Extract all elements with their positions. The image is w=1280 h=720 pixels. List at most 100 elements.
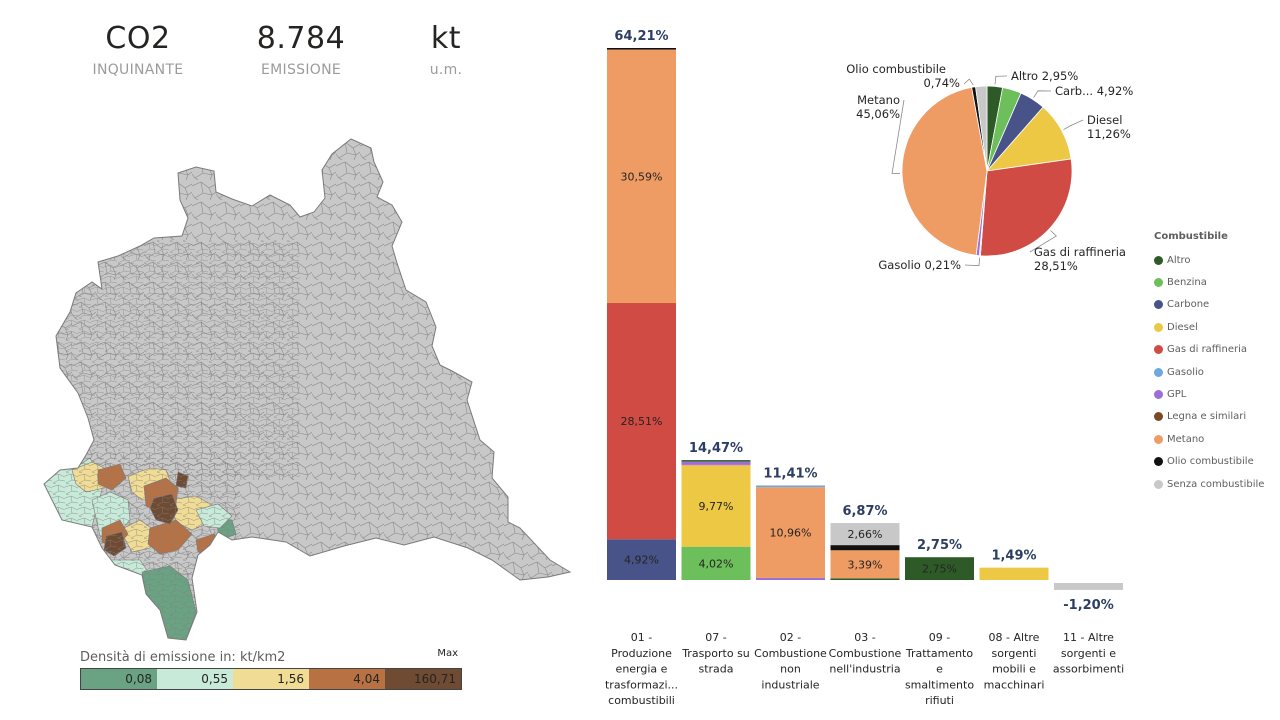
bar-segment-label: 28,51% <box>621 415 663 428</box>
fuel-legend-item[interactable]: Benzina <box>1154 271 1280 293</box>
bar-segment-label: 9,77% <box>699 500 734 513</box>
bar-segment[interactable] <box>756 487 825 578</box>
pie-label-line: Diesel <box>1087 113 1122 127</box>
bar-group-0[interactable]: 4,92% 28,51% 30,59% 64,21% <box>607 29 676 580</box>
category-label-line: 11 - Altre <box>1063 631 1114 644</box>
category-label-line: sorgenti <box>992 647 1037 660</box>
fuel-legend-label: Gasolio <box>1167 366 1204 378</box>
pie-label: Diesel 11,26% <box>1087 113 1131 141</box>
fuel-legend-label: GPL <box>1167 389 1187 401</box>
bar-segment[interactable] <box>607 49 676 304</box>
legend-dot-icon <box>1154 300 1163 310</box>
bar-segment[interactable] <box>681 460 751 462</box>
bar-total-label: 1,49% <box>991 549 1036 564</box>
pie-slice[interactable] <box>975 85 988 172</box>
fuel-legend-item[interactable]: Diesel <box>1154 316 1280 338</box>
density-bin-2: 1,56 <box>233 669 309 689</box>
pie-leader-line <box>891 99 905 174</box>
bar-group-4[interactable]: 2,75% 2,75% <box>905 538 974 580</box>
fuel-legend-item[interactable]: Gasolio <box>1154 361 1280 383</box>
pie-label: Metano 45,06% <box>856 93 900 121</box>
category-label-line: 08 - Altre <box>989 631 1040 644</box>
category-label-line: combustibili <box>608 694 675 707</box>
bar-segment[interactable] <box>830 578 900 580</box>
fuel-legend-item[interactable]: Senza combustibile <box>1154 473 1280 495</box>
fuel-legend-title: Combustibile <box>1154 231 1228 242</box>
bar-segment[interactable] <box>607 303 676 540</box>
kpi-pollutant: CO2 INQUINANTE <box>48 20 228 78</box>
category-label: 09 - Trattamento e smaltimento rifiuti <box>905 631 974 707</box>
kpi-emission: 8.784 EMISSIONE <box>211 20 391 78</box>
bar-segment[interactable] <box>681 461 751 465</box>
bar-segment[interactable] <box>1054 583 1123 590</box>
bar-segment[interactable] <box>681 546 751 580</box>
bar-segment[interactable] <box>607 539 676 580</box>
fuel-legend-item[interactable]: Legna e similari <box>1154 406 1280 428</box>
category-label-line: Trattamento <box>905 647 974 660</box>
category-label-line: rifiuti <box>925 694 954 707</box>
pie-leader-line <box>964 257 981 267</box>
category-label: 02 - Combustione non industriale <box>754 631 827 691</box>
bar-segment[interactable] <box>830 523 900 546</box>
bar-segment-label: 10,96% <box>770 527 812 540</box>
category-label: 01 - Produzione energia e trasformazi... com… <box>605 631 678 707</box>
pie-label-line: 28,51% <box>1034 259 1078 273</box>
fuel-pie-chart[interactable]: Altro 2,95%Carb... 4,92% Diesel 11,26% Gas … <box>845 50 1135 290</box>
bar-segment[interactable] <box>756 485 825 488</box>
fuel-legend-item[interactable]: Gas di raffineria <box>1154 339 1280 361</box>
pie-leader-line <box>963 78 974 86</box>
map-region-outline <box>43 138 572 641</box>
bar-total-label: 11,41% <box>763 466 817 481</box>
pie-leader-line <box>1063 119 1084 130</box>
legend-dot-icon <box>1154 345 1163 355</box>
density-scale-bar: 0,08 0,55 1,56 4,04 160,71 <box>80 668 462 690</box>
bar-group-1[interactable]: 4,02% 9,77% 14,47% <box>681 441 751 580</box>
bar-group-6[interactable]: -1,20% <box>1054 583 1123 613</box>
fuel-legend-item[interactable]: Metano <box>1154 428 1280 450</box>
sector-bar-chart[interactable]: 4,92%28,51%30,59%64,21%01 -Produzione ene… <box>590 20 1135 720</box>
pie-slice[interactable] <box>901 86 988 256</box>
fuel-legend-item[interactable]: Olio combustibile <box>1154 451 1280 473</box>
pie-label-line: 0,74% <box>923 76 960 90</box>
bar-segment-label: 30,59% <box>621 170 663 183</box>
pie-label: Gasolio 0,21% <box>878 258 961 272</box>
pie-label: Olio combustibile 0,74% <box>846 62 960 90</box>
pie-label-line: Gas di raffineria <box>1034 245 1126 259</box>
legend-dot-icon <box>1154 322 1163 332</box>
bar-segment[interactable] <box>681 464 751 466</box>
bar-group-5[interactable]: 1,49% <box>979 549 1049 580</box>
category-label-line: 03 - <box>854 631 875 644</box>
bar-segment[interactable] <box>905 557 974 580</box>
pie-leader-line <box>1029 230 1057 253</box>
kpi-value: kt <box>430 21 462 56</box>
pie-label-line: Metano <box>857 93 900 107</box>
bar-group-2[interactable]: 10,96% 11,41% <box>756 466 825 580</box>
category-label-line: 07 - <box>705 631 726 644</box>
legend-dot-icon <box>1154 412 1163 422</box>
bar-segment[interactable] <box>756 577 825 580</box>
emission-density-map[interactable] <box>35 130 580 650</box>
kpi-value: CO2 <box>105 21 171 56</box>
category-label-line: 09 - <box>929 631 950 644</box>
legend-dot-icon <box>1154 278 1163 288</box>
fuel-legend-item[interactable]: GPL <box>1154 383 1280 405</box>
pie-label: Gas di raffineria 28,51% <box>1034 245 1126 273</box>
category-label-line: e <box>936 663 943 676</box>
pie-slice[interactable] <box>979 158 1073 257</box>
bar-segment[interactable] <box>979 567 1049 580</box>
bar-segment[interactable] <box>681 465 751 547</box>
pie-leader-line <box>1033 90 1052 98</box>
bar-total-label: 2,75% <box>917 538 962 553</box>
fuel-legend-item[interactable]: Altro <box>1154 249 1280 271</box>
category-label-line: Produzione <box>611 647 672 660</box>
kpi-label: u.m. <box>429 62 463 78</box>
bar-segment[interactable] <box>830 550 900 579</box>
pie-label: Carb... 4,92% <box>1055 84 1133 98</box>
fuel-legend-item[interactable]: Carbone <box>1154 294 1280 316</box>
bar-group-3[interactable]: 3,39% 2,66% 6,87% <box>830 504 900 580</box>
category-label-line: assorbimenti <box>1053 663 1124 676</box>
bar-segment[interactable] <box>607 48 676 50</box>
legend-dot-icon <box>1154 390 1163 400</box>
bar-segment[interactable] <box>830 545 900 551</box>
density-legend: Densità di emissione in: kt/km2 Max 0,08… <box>80 648 462 690</box>
